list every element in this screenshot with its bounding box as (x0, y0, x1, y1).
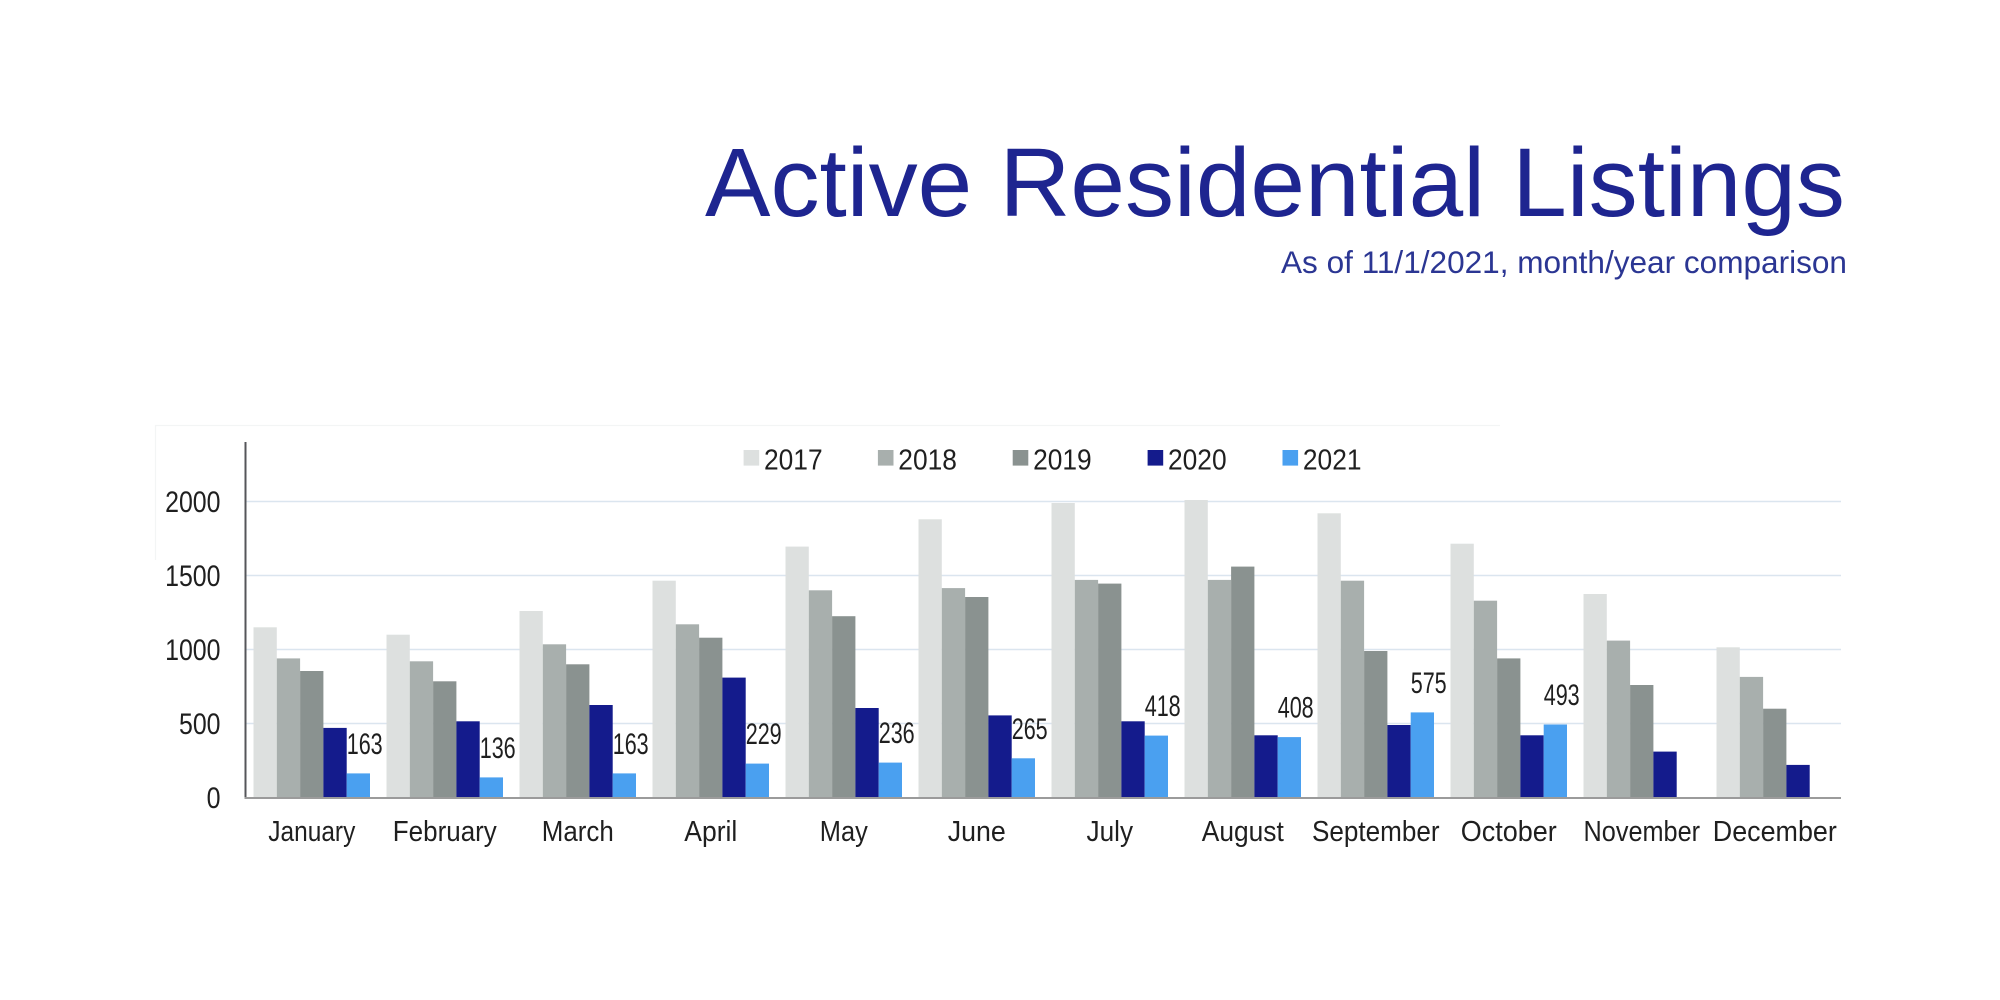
svg-text:August: August (1202, 816, 1284, 848)
svg-text:March: March (542, 816, 614, 848)
svg-text:June: June (948, 816, 1006, 848)
svg-text:2019: 2019 (1033, 444, 1092, 476)
svg-text:2000: 2000 (165, 486, 220, 519)
svg-text:September: September (1312, 816, 1440, 848)
svg-text:236: 236 (879, 717, 915, 750)
svg-text:May: May (820, 816, 868, 848)
svg-text:163: 163 (613, 728, 649, 761)
svg-text:2020: 2020 (1168, 444, 1227, 476)
svg-text:575: 575 (1411, 667, 1447, 700)
svg-text:1000: 1000 (165, 634, 220, 667)
svg-text:November: November (1584, 816, 1701, 848)
svg-text:1500: 1500 (165, 560, 220, 593)
svg-text:July: July (1087, 816, 1134, 848)
svg-text:408: 408 (1278, 692, 1314, 725)
svg-text:500: 500 (179, 708, 221, 741)
svg-text:493: 493 (1544, 679, 1580, 712)
svg-text:Active Residential Listings: Active Residential Listings (705, 128, 1845, 237)
svg-text:December: December (1713, 816, 1837, 848)
svg-text:2021: 2021 (1303, 444, 1362, 476)
svg-text:0: 0 (207, 782, 221, 815)
svg-text:418: 418 (1145, 690, 1181, 723)
svg-text:April: April (684, 816, 737, 848)
svg-text:2017: 2017 (764, 444, 823, 476)
svg-text:January: January (268, 816, 355, 848)
svg-text:163: 163 (347, 728, 383, 761)
svg-text:February: February (393, 816, 497, 848)
svg-text:October: October (1461, 816, 1557, 848)
svg-text:229: 229 (746, 718, 782, 751)
svg-text:2018: 2018 (898, 444, 957, 476)
svg-text:As of 11/1/2021, month/year co: As of 11/1/2021, month/year comparison (1281, 244, 1847, 280)
svg-text:265: 265 (1012, 713, 1048, 746)
svg-text:136: 136 (480, 732, 516, 765)
